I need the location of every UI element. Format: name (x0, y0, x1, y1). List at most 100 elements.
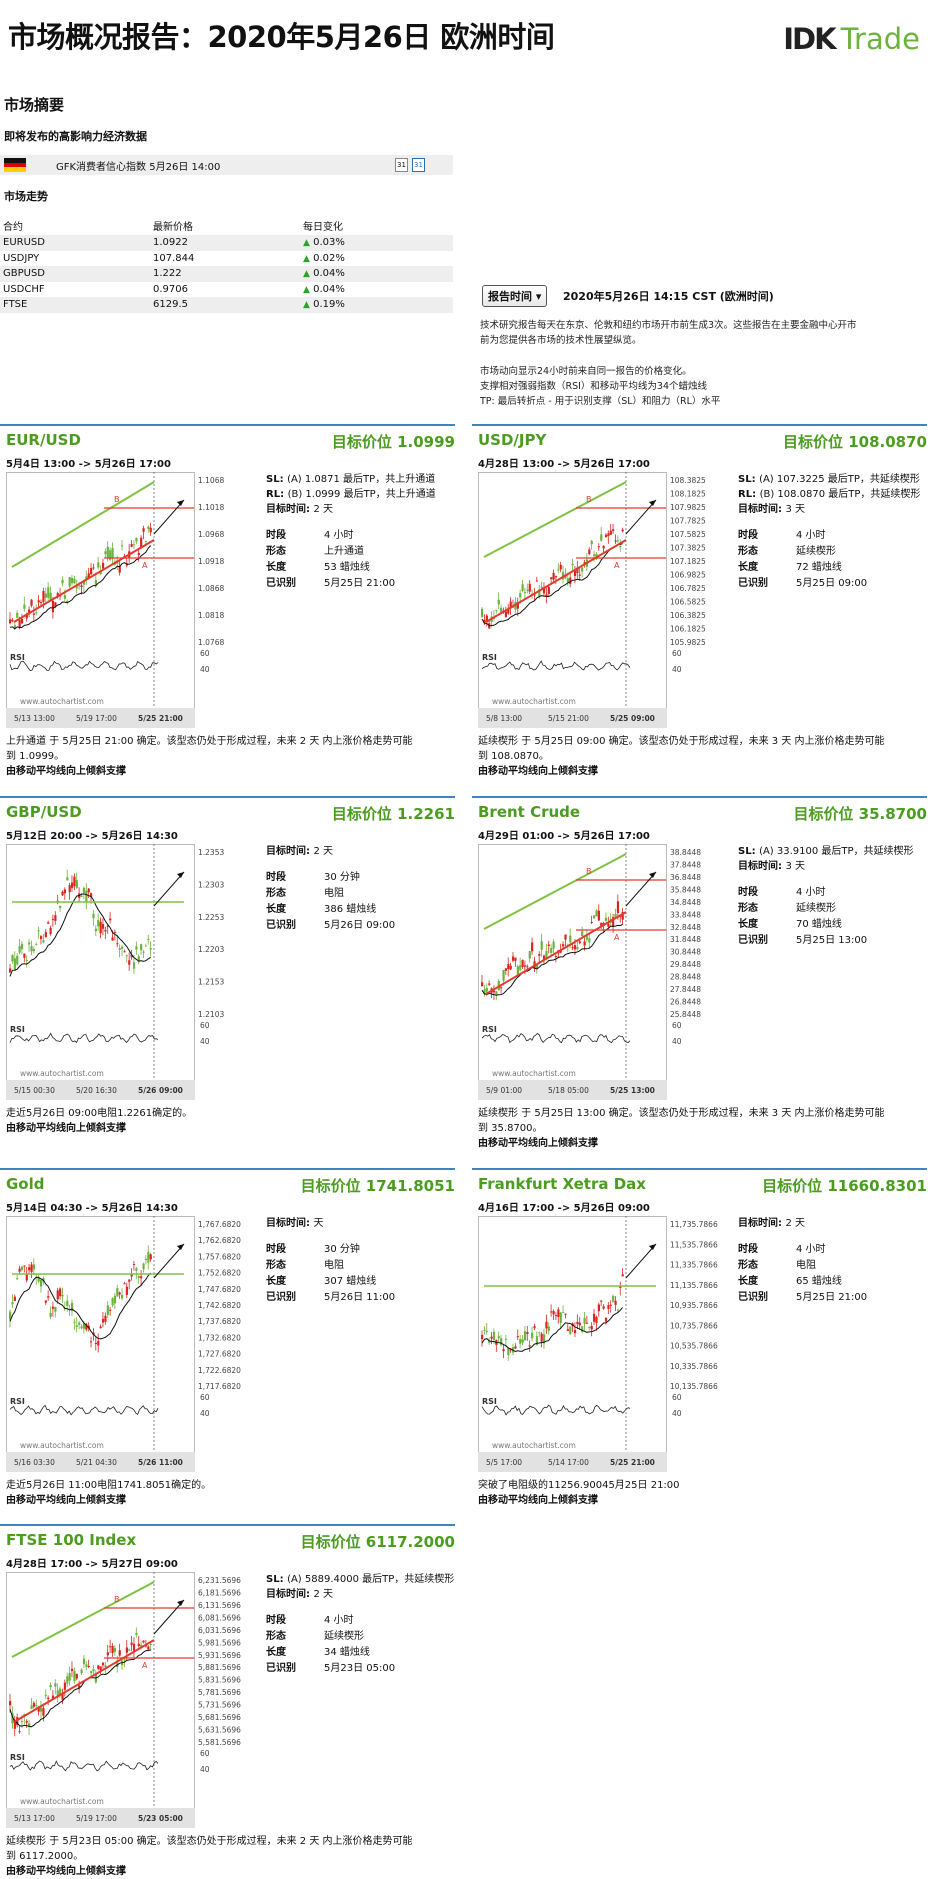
info-identified: 已识别 5月25日 13:00 (738, 935, 868, 946)
candle-body (483, 989, 486, 994)
candle-body (609, 530, 612, 535)
candle-body (554, 576, 558, 578)
candle-body (147, 1646, 150, 1650)
pattern-description: 延续楔形 于 5月23日 05:00 确定。该型态仍处于形成过程，未来 2 天 … (6, 1836, 413, 1877)
candle-body (542, 955, 546, 961)
candle-body (545, 594, 548, 597)
spacer (266, 860, 456, 870)
y-tick-label: 5,931.5696 (198, 1651, 241, 1660)
candle-body (80, 1669, 83, 1674)
candle-body (144, 945, 148, 947)
instrument-panel: Frankfurt Xetra Dax 目标价位 11660.8301 4月16日 … (472, 1168, 927, 1538)
outlook-calendar-icon[interactable]: 31 (412, 158, 425, 172)
candle-body (87, 888, 90, 893)
x-axis-bar (478, 708, 667, 728)
candle-body (612, 917, 615, 927)
x-tick-label: 5/5 17:00 (486, 1458, 522, 1467)
candle-body (90, 1671, 93, 1673)
candle-body (16, 955, 19, 965)
candle-body (99, 571, 102, 575)
candle-body (32, 1264, 36, 1270)
info-length: 长度 386 蜡烛线 (266, 904, 377, 915)
candle-body (523, 592, 527, 594)
symbol: USDJPY (3, 252, 40, 264)
candle-body (35, 943, 38, 945)
y-tick-label: 5,831.5696 (198, 1676, 241, 1685)
price-chart[interactable]: 1,767.6820 1,762.6820 1,757.6820 1,752.6820… (6, 1216, 262, 1472)
candle-body (583, 941, 586, 946)
candle-body (149, 1644, 152, 1646)
pattern-description: 延续楔形 于 5月25日 09:00 确定。该型态仍处于形成过程，未来 3 天 … (478, 736, 885, 777)
event-row[interactable]: GFK消费者信心指数 5月26日 14:00 31 31 (0, 155, 453, 175)
candle-body (125, 955, 128, 957)
rsi-label: RSI (482, 653, 497, 662)
watermark: www.autochartist.com (492, 697, 576, 706)
candle-body (552, 941, 555, 949)
candle-body (121, 946, 124, 949)
candle-body (47, 587, 50, 598)
y-tick-label: 11,335.7866 (670, 1261, 718, 1270)
candle-body (109, 1646, 112, 1648)
candle-body (140, 1276, 143, 1279)
price-chart[interactable]: 6,231.5696 6,181.5696 6,131.5696 6,081.5696… (6, 1572, 262, 1828)
panel-separator (0, 1168, 455, 1170)
plot-frame (6, 1572, 195, 1809)
price-chart[interactable]: 108.3825 108.1825 107.9825 107.7825 107.5825… (478, 472, 734, 728)
y-tick-label: 106.7825 (670, 584, 706, 593)
pattern-info: 目标时间: 2 天时段 30 分钟 形态 电阻 长度 386 蜡烛线 已识别 5月26日 09… (266, 844, 456, 934)
candle-body (11, 955, 14, 962)
rsi-60-label: 60 (200, 1021, 210, 1030)
rsi-label: RSI (10, 653, 25, 662)
candle-body (504, 968, 508, 971)
candle-body (564, 934, 567, 940)
report-time-dropdown[interactable]: 报告时间 ▾ (482, 285, 548, 307)
panel-separator (0, 424, 455, 426)
candle-body (132, 1263, 136, 1265)
report-time: 2020年5月26日 14:15 CST (欧洲时间) (563, 290, 774, 303)
candle-body (492, 990, 496, 993)
price-chart[interactable]: 11,735.7866 11,535.7866 11,335.7866 11,135.… (478, 1216, 734, 1472)
x-tick-label: 5/19 17:00 (76, 714, 117, 723)
plot-frame (478, 472, 667, 709)
y-tick-label: 10,535.7866 (670, 1342, 718, 1351)
info-pattern: 形态 上升通道 (266, 546, 364, 557)
price-chart[interactable]: 1.2353 1.2303 1.2253 1.2203 1.2153 1.2103 5/15… (6, 844, 262, 1100)
resistance-trendline (11, 481, 155, 568)
chart-svg: 1.1068 1.1018 1.0968 1.0918 1.0868 1.0818 1.07… (6, 472, 224, 728)
candle-body (588, 1326, 591, 1328)
candle-body (111, 547, 114, 559)
candle-body (144, 540, 148, 542)
candle-body (101, 1662, 105, 1666)
point-a-label: A (142, 1661, 148, 1670)
candle-body (92, 567, 95, 569)
candle-body (20, 1266, 24, 1270)
chart-svg: 108.3825 108.1825 107.9825 107.7825 107.5825… (478, 472, 706, 728)
candle-body (113, 1648, 117, 1652)
target-period: 目标时间: 2 天 (738, 1218, 806, 1229)
candle-body (121, 1294, 124, 1299)
candle-body (509, 1349, 512, 1351)
candle-body (619, 545, 622, 548)
info-pattern: 形态 电阻 (266, 1260, 344, 1271)
price-chart[interactable]: 1.1068 1.1018 1.0968 1.0918 1.0868 1.0818 1.07… (6, 472, 262, 728)
calendar-icon[interactable]: 31 (395, 158, 408, 172)
rsi-line (9, 1760, 159, 1772)
candle-body (585, 936, 589, 940)
candle-body (509, 965, 512, 970)
plot-frame (478, 844, 667, 1081)
change: ▲ 0.02% (303, 252, 345, 264)
candle-body (566, 578, 569, 583)
symbol: USDCHF (3, 283, 45, 295)
candle-body (80, 895, 83, 897)
candle-body (135, 1632, 138, 1636)
candle-body (137, 956, 140, 963)
x-tick-label: 5/25 21:00 (610, 1458, 655, 1467)
price-chart[interactable]: 38.8448 37.8448 36.8448 35.8448 34.8448 33.84… (478, 844, 734, 1100)
candle-body (82, 887, 86, 893)
candle-body (20, 943, 24, 950)
candle-body (106, 1652, 109, 1656)
candle-body (63, 889, 67, 894)
candle-body (25, 1720, 28, 1723)
date-range: 5月4日 13:00 -> 5月26日 17:00 (6, 459, 171, 470)
candle-body (66, 1676, 69, 1684)
